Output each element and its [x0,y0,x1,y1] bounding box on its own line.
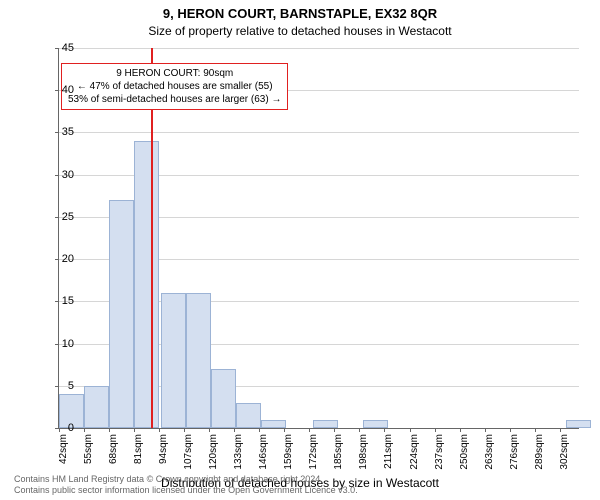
ytick-label: 35 [34,126,74,138]
xtick-label: 185sqm [333,434,344,476]
xtick-label: 198sqm [358,434,369,476]
xtick-label: 237sqm [434,434,445,476]
xtick-mark [334,428,335,432]
xtick-label: 263sqm [484,434,495,476]
xtick-mark [384,428,385,432]
plot-area: 9 HERON COURT: 90sqm← 47% of detached ho… [58,48,579,429]
xtick-label: 68sqm [108,434,119,476]
ytick-label: 0 [34,422,74,434]
xtick-label: 276sqm [509,434,520,476]
xtick-mark [209,428,210,432]
xtick-label: 159sqm [283,434,294,476]
histogram-bar [134,141,159,428]
ytick-label: 45 [34,42,74,54]
xtick-label: 120sqm [208,434,219,476]
histogram-bar [566,420,591,428]
histogram-bar [236,403,261,428]
xtick-label: 289sqm [534,434,545,476]
xtick-mark [184,428,185,432]
xtick-mark [485,428,486,432]
annotation-line: 9 HERON COURT: 90sqm [68,67,281,80]
xtick-mark [460,428,461,432]
gridline [59,132,579,133]
annotation-line: 53% of semi-detached houses are larger (… [68,93,281,106]
xtick-mark [535,428,536,432]
xtick-label: 133sqm [233,434,244,476]
histogram-bar [84,386,109,428]
histogram-bar [109,200,134,428]
histogram-bar [363,420,388,428]
xtick-label: 211sqm [383,434,394,476]
ytick-label: 20 [34,253,74,265]
xtick-mark [259,428,260,432]
histogram-bar [161,293,186,428]
histogram-bar [186,293,211,428]
xtick-label: 107sqm [183,434,194,476]
xtick-label: 55sqm [83,434,94,476]
xtick-mark [159,428,160,432]
gridline [59,48,579,49]
title-sub: Size of property relative to detached ho… [0,24,600,38]
xtick-mark [309,428,310,432]
xtick-mark [84,428,85,432]
xtick-mark [234,428,235,432]
xtick-label: 94sqm [158,434,169,476]
histogram-bar [211,369,236,428]
xtick-mark [109,428,110,432]
xtick-label: 146sqm [258,434,269,476]
xtick-mark [510,428,511,432]
ytick-label: 25 [34,211,74,223]
ytick-label: 5 [34,380,74,392]
xtick-mark [560,428,561,432]
ytick-label: 40 [34,84,74,96]
ytick-label: 30 [34,169,74,181]
xtick-mark [410,428,411,432]
annotation-box: 9 HERON COURT: 90sqm← 47% of detached ho… [61,63,288,110]
annotation-line: ← 47% of detached houses are smaller (55… [68,80,281,93]
title-main: 9, HERON COURT, BARNSTAPLE, EX32 8QR [0,6,600,21]
xtick-label: 42sqm [58,434,69,476]
ytick-label: 10 [34,338,74,350]
xtick-label: 172sqm [308,434,319,476]
xtick-label: 224sqm [409,434,420,476]
xtick-label: 302sqm [559,434,570,476]
histogram-bar [261,420,286,428]
xtick-label: 250sqm [459,434,470,476]
xtick-mark [359,428,360,432]
ytick-label: 15 [34,295,74,307]
xtick-mark [134,428,135,432]
chart-container: 9, HERON COURT, BARNSTAPLE, EX32 8QR Siz… [0,0,600,500]
footer-line-2: Contains public sector information licen… [14,485,358,496]
xtick-mark [435,428,436,432]
footer-attribution: Contains HM Land Registry data © Crown c… [14,474,358,496]
xtick-label: 81sqm [133,434,144,476]
xtick-mark [284,428,285,432]
histogram-bar [313,420,338,428]
